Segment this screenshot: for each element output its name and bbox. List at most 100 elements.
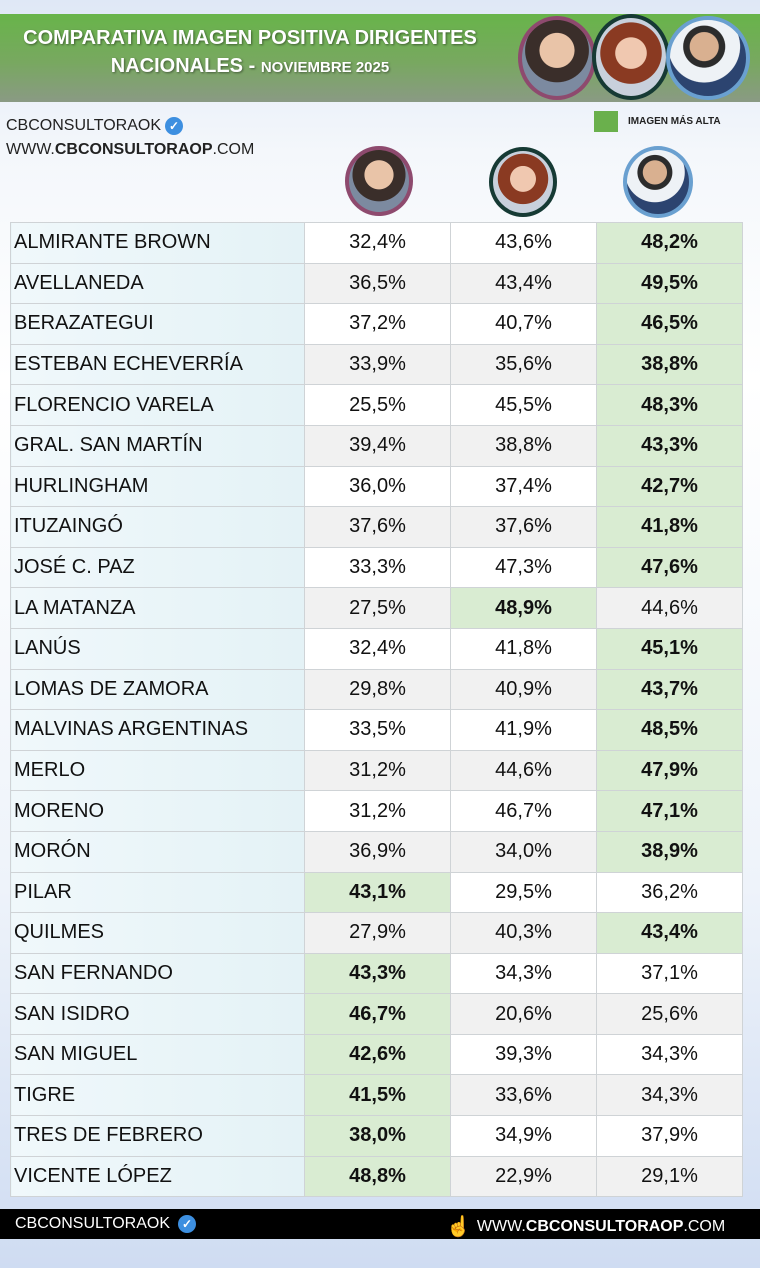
page-title: COMPARATIVA IMAGEN POSITIVA DIRIGENTES N… <box>0 24 500 82</box>
district-name: MORENO <box>10 790 305 832</box>
value-cell-2: 44,6% <box>450 749 597 792</box>
value-cell-1: 27,9% <box>304 912 451 954</box>
value-cell-2: 47,3% <box>450 546 597 589</box>
value-cell-3: 43,3% <box>596 424 743 467</box>
value-cell-1: 36,9% <box>304 830 451 873</box>
table-row: SAN FERNANDO 43,3% 34,3% 37,1% <box>10 952 743 995</box>
value-cell-3: 45,1% <box>596 627 743 670</box>
district-name: SAN ISIDRO <box>10 993 305 1035</box>
value-cell-1: 25,5% <box>304 384 451 426</box>
website[interactable]: WWW.CBCONSULTORAOP.COM <box>6 141 254 159</box>
value-cell-2: 41,9% <box>450 709 597 751</box>
footer-website[interactable]: ☝ WWW.CBCONSULTORAOP.COM <box>446 1214 725 1239</box>
value-cell-2: 37,4% <box>450 465 597 508</box>
value-cell-2: 20,6% <box>450 993 597 1035</box>
header-banner: COMPARATIVA IMAGEN POSITIVA DIRIGENTES N… <box>0 14 760 102</box>
value-cell-1: 31,2% <box>304 790 451 832</box>
column-portrait-3 <box>623 146 693 218</box>
footer-handle: CBCONSULTORAOK <box>15 1215 170 1232</box>
table-row: GRAL. SAN MARTÍN 39,4% 38,8% 43,3% <box>10 424 743 467</box>
value-cell-3: 48,2% <box>596 222 743 264</box>
value-cell-3: 47,9% <box>596 749 743 792</box>
value-cell-1: 43,1% <box>304 871 451 914</box>
table-row: ALMIRANTE BROWN 32,4% 43,6% 48,2% <box>10 222 743 264</box>
value-cell-2: 41,8% <box>450 627 597 670</box>
value-cell-3: 38,8% <box>596 343 743 386</box>
table-row: ESTEBAN ECHEVERRÍA 33,9% 35,6% 38,8% <box>10 343 743 386</box>
value-cell-3: 46,5% <box>596 303 743 345</box>
value-cell-2: 29,5% <box>450 871 597 914</box>
value-cell-3: 25,6% <box>596 993 743 1035</box>
value-cell-3: 37,1% <box>596 952 743 995</box>
value-cell-2: 34,3% <box>450 952 597 995</box>
table-row: BERAZATEGUI 37,2% 40,7% 46,5% <box>10 303 743 345</box>
value-cell-2: 40,3% <box>450 912 597 954</box>
value-cell-1: 38,0% <box>304 1115 451 1157</box>
value-cell-3: 42,7% <box>596 465 743 508</box>
value-cell-3: 38,9% <box>596 830 743 873</box>
value-cell-2: 38,8% <box>450 424 597 467</box>
table-row: PILAR 43,1% 29,5% 36,2% <box>10 871 743 914</box>
district-name: MERLO <box>10 749 305 792</box>
value-cell-3: 36,2% <box>596 871 743 914</box>
value-cell-1: 43,3% <box>304 952 451 995</box>
value-cell-2: 34,0% <box>450 830 597 873</box>
table-row: AVELLANEDA 36,5% 43,4% 49,5% <box>10 262 743 305</box>
value-cell-3: 49,5% <box>596 262 743 305</box>
value-cell-1: 32,4% <box>304 627 451 670</box>
district-name: SAN FERNANDO <box>10 952 305 995</box>
value-cell-2: 37,6% <box>450 506 597 548</box>
table-row: JOSÉ C. PAZ 33,3% 47,3% 47,6% <box>10 546 743 589</box>
value-cell-3: 41,8% <box>596 506 743 548</box>
table-row: MERLO 31,2% 44,6% 47,9% <box>10 749 743 792</box>
district-name: GRAL. SAN MARTÍN <box>10 424 305 467</box>
site-main: CBCONSULTORAOP <box>54 141 213 158</box>
title-line-2: NACIONALES - <box>110 55 256 77</box>
portrait-2 <box>592 14 670 100</box>
verified-icon: ✓ <box>178 1215 196 1233</box>
district-name: HURLINGHAM <box>10 465 305 508</box>
value-cell-1: 42,6% <box>304 1033 451 1076</box>
value-cell-2: 35,6% <box>450 343 597 386</box>
table-row: SAN MIGUEL 42,6% 39,3% 34,3% <box>10 1033 743 1076</box>
value-cell-3: 48,3% <box>596 384 743 426</box>
site-suffix: .COM <box>212 141 255 158</box>
table-row: HURLINGHAM 36,0% 37,4% 42,7% <box>10 465 743 508</box>
value-cell-2: 34,9% <box>450 1115 597 1157</box>
value-cell-1: 32,4% <box>304 222 451 264</box>
site-suffix: .COM <box>683 1217 726 1235</box>
brand-handle-text: CBCONSULTORAOK <box>6 117 161 134</box>
value-cell-1: 48,8% <box>304 1155 451 1198</box>
value-cell-3: 47,6% <box>596 546 743 589</box>
value-cell-2: 22,9% <box>450 1155 597 1198</box>
district-name: PILAR <box>10 871 305 914</box>
district-name: ALMIRANTE BROWN <box>10 222 305 264</box>
district-name: ESTEBAN ECHEVERRÍA <box>10 343 305 386</box>
table-row: TRES DE FEBRERO 38,0% 34,9% 37,9% <box>10 1115 743 1157</box>
value-cell-1: 37,6% <box>304 506 451 548</box>
value-cell-1: 31,2% <box>304 749 451 792</box>
table-row: TIGRE 41,5% 33,6% 34,3% <box>10 1074 743 1117</box>
table-row: ITUZAINGÓ 37,6% 37,6% 41,8% <box>10 506 743 548</box>
district-name: MALVINAS ARGENTINAS <box>10 709 305 751</box>
table-row: QUILMES 27,9% 40,3% 43,4% <box>10 912 743 954</box>
footer: CBCONSULTORAOK ✓ ☝ WWW.CBCONSULTORAOP.COM <box>0 1209 760 1239</box>
site-main: CBCONSULTORAOP <box>525 1217 684 1235</box>
district-name: SAN MIGUEL <box>10 1033 305 1076</box>
table-row: VICENTE LÓPEZ 48,8% 22,9% 29,1% <box>10 1155 743 1198</box>
column-portrait-2 <box>489 147 557 217</box>
value-cell-3: 43,4% <box>596 912 743 954</box>
district-name: LA MATANZA <box>10 587 305 629</box>
value-cell-1: 36,5% <box>304 262 451 305</box>
table-row: LANÚS 32,4% 41,8% 45,1% <box>10 627 743 670</box>
value-cell-2: 33,6% <box>450 1074 597 1117</box>
value-cell-1: 39,4% <box>304 424 451 467</box>
district-name: LANÚS <box>10 627 305 670</box>
value-cell-3: 48,5% <box>596 709 743 751</box>
table-row: SAN ISIDRO 46,7% 20,6% 25,6% <box>10 993 743 1035</box>
title-date: NOVIEMBRE 2025 <box>260 59 390 76</box>
table-row: FLORENCIO VARELA 25,5% 45,5% 48,3% <box>10 384 743 426</box>
portrait-1 <box>518 16 596 100</box>
site-prefix: WWW. <box>476 1217 526 1235</box>
value-cell-2: 39,3% <box>450 1033 597 1076</box>
